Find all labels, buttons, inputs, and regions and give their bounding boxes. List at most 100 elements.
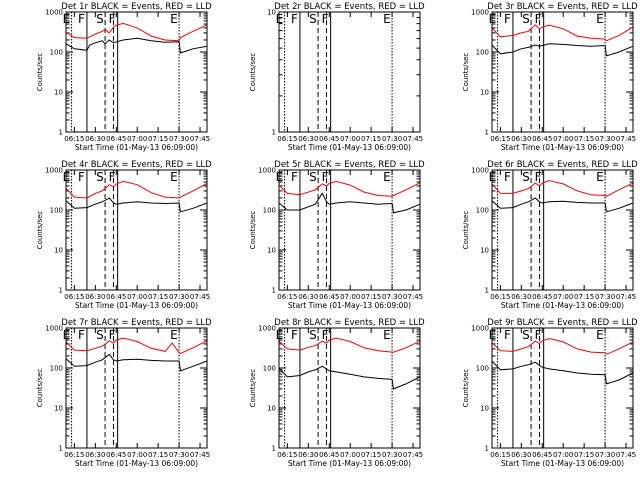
x-tick-label: 07:00: [340, 293, 360, 301]
x-tick-label: 07:15: [361, 451, 381, 459]
x-tick-label: 07:15: [574, 451, 594, 459]
x-tick-label: 07:00: [340, 451, 360, 459]
x-tick-label: 06:30: [85, 451, 105, 459]
time-marker-label: F: [322, 12, 329, 26]
time-marker-label: E: [170, 328, 178, 342]
x-tick-label: 07:30: [595, 451, 615, 459]
y-tick-label: 10: [54, 89, 63, 97]
plot-frame: [65, 11, 208, 133]
x-axis-title: Start Time (01-May-13 06:09:00): [75, 459, 198, 468]
time-marker-label: F: [291, 328, 298, 342]
time-marker-label: E: [596, 12, 604, 26]
y-axis-title: Counts/sec: [462, 53, 470, 92]
x-tick-label: 06:30: [85, 293, 105, 301]
y-tick-label: 1000: [471, 167, 489, 175]
x-axis-title: Start Time (01-May-13 06:09:00): [288, 301, 411, 310]
lld-series-line: [491, 24, 634, 42]
time-marker-label: F: [535, 328, 542, 342]
lld-series-line: [65, 22, 208, 42]
events-series-line: [491, 197, 634, 213]
x-tick-label: 07:00: [127, 451, 147, 459]
panel-title: Det 7r BLACK = Events, RED = LLD: [61, 318, 212, 328]
time-marker-label: S: [309, 170, 317, 184]
time-marker-label: S: [522, 12, 530, 26]
detector-panel: Det 1r BLACK = Events, RED = LLD 1 10 100 10…: [36, 2, 212, 152]
time-marker-label: F: [504, 12, 511, 26]
x-tick-label: 06:30: [511, 135, 531, 143]
x-tick-label: 06:45: [319, 135, 339, 143]
x-axis-title: Start Time (01-May-13 06:09:00): [501, 459, 624, 468]
x-tick-label: 07:00: [553, 451, 573, 459]
x-tick-label: 07:00: [553, 293, 573, 301]
time-marker-label: F: [78, 170, 85, 184]
plot-frame: [278, 11, 421, 133]
y-tick-label: 1: [485, 445, 489, 453]
time-marker-label: F: [109, 12, 116, 26]
y-axis-title: Counts/sec: [36, 211, 44, 250]
time-marker-label: F: [504, 328, 511, 342]
y-tick-label: 1: [59, 445, 63, 453]
y-tick-label: 100: [476, 207, 489, 215]
y-tick-label: 100: [263, 365, 276, 373]
x-tick-label: 07:30: [382, 293, 402, 301]
events-series-line: [491, 43, 634, 57]
time-marker-label: E: [596, 328, 604, 342]
y-tick-label: 1: [59, 129, 63, 137]
y-tick-label: 1000: [45, 325, 63, 333]
x-tick-label: 07:30: [169, 451, 189, 459]
x-tick-label: 06:30: [298, 293, 318, 301]
x-tick-label: 06:45: [319, 451, 339, 459]
x-tick-label: 07:45: [190, 135, 210, 143]
y-tick-label: 1: [485, 287, 489, 295]
plot-frame: [65, 169, 208, 291]
detector-panel: Det 2r BLACK = Events, RED = LLD 1 10 06:15…: [249, 2, 425, 152]
x-tick-label: 07:45: [616, 451, 636, 459]
x-tick-label: 06:45: [532, 293, 552, 301]
plot-frame: [65, 327, 208, 449]
time-marker-label: F: [535, 12, 542, 26]
lld-series-line: [278, 180, 421, 197]
events-series-line: [278, 365, 421, 390]
plot-frame: [278, 169, 421, 291]
x-tick-label: 06:45: [106, 135, 126, 143]
x-tick-label: 06:45: [532, 135, 552, 143]
panel-title: Det 5r BLACK = Events, RED = LLD: [274, 160, 425, 170]
x-tick-label: 07:15: [148, 293, 168, 301]
y-tick-label: 1: [272, 287, 276, 295]
y-tick-label: 1: [272, 129, 276, 137]
time-marker-label: F: [504, 170, 511, 184]
x-tick-label: 07:15: [148, 135, 168, 143]
time-marker-label: F: [322, 328, 329, 342]
time-marker-label: E: [383, 12, 391, 26]
x-tick-label: 07:15: [361, 135, 381, 143]
detector-panel: Det 3r BLACK = Events, RED = LLD 1 10 100 10…: [462, 2, 638, 152]
x-tick-label: 06:15: [64, 451, 84, 459]
x-tick-label: 07:00: [553, 135, 573, 143]
x-tick-label: 06:30: [298, 135, 318, 143]
y-tick-label: 1: [485, 129, 489, 137]
lld-series-line: [65, 337, 208, 355]
y-tick-label: 10: [267, 405, 276, 413]
events-series-line: [65, 353, 208, 372]
lld-series-line: [278, 337, 421, 353]
x-tick-label: 06:30: [511, 451, 531, 459]
x-tick-label: 07:45: [190, 293, 210, 301]
events-series-line: [65, 197, 208, 213]
x-tick-label: 06:45: [106, 293, 126, 301]
y-tick-label: 1000: [471, 9, 489, 17]
time-marker-label: E: [383, 170, 391, 184]
y-tick-label: 100: [50, 49, 63, 57]
x-tick-label: 06:30: [511, 293, 531, 301]
y-tick-label: 1000: [258, 325, 276, 333]
y-tick-label: 100: [476, 49, 489, 57]
x-axis-title: Start Time (01-May-13 06:09:00): [501, 143, 624, 152]
x-tick-label: 07:30: [382, 451, 402, 459]
time-marker-label: E: [596, 170, 604, 184]
panel-title: Det 3r BLACK = Events, RED = LLD: [487, 2, 638, 12]
y-axis-title: Counts/sec: [36, 369, 44, 408]
y-tick-label: 10: [480, 405, 489, 413]
x-tick-label: 07:30: [382, 135, 402, 143]
time-marker-label: F: [109, 328, 116, 342]
x-tick-label: 06:45: [532, 451, 552, 459]
